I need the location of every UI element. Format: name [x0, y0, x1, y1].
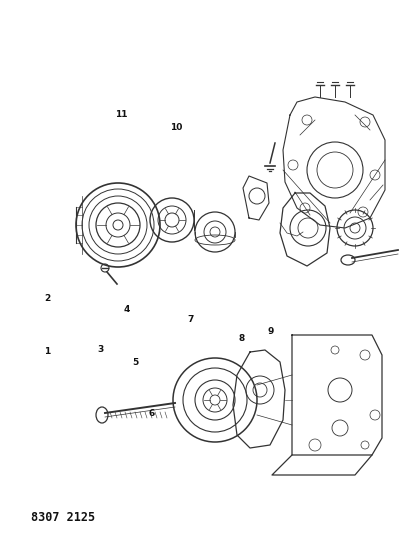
Text: 3: 3 [97, 345, 103, 353]
Text: 9: 9 [267, 327, 273, 336]
Text: 4: 4 [124, 305, 130, 313]
Text: 5: 5 [132, 358, 138, 367]
Text: 1: 1 [44, 348, 50, 356]
Text: 2: 2 [44, 294, 50, 303]
Text: 8: 8 [238, 334, 245, 343]
Text: 10: 10 [170, 124, 182, 132]
Text: 6: 6 [148, 409, 155, 417]
Text: 7: 7 [187, 316, 193, 324]
Text: 8307 2125: 8307 2125 [31, 511, 94, 523]
Text: 11: 11 [115, 110, 127, 119]
